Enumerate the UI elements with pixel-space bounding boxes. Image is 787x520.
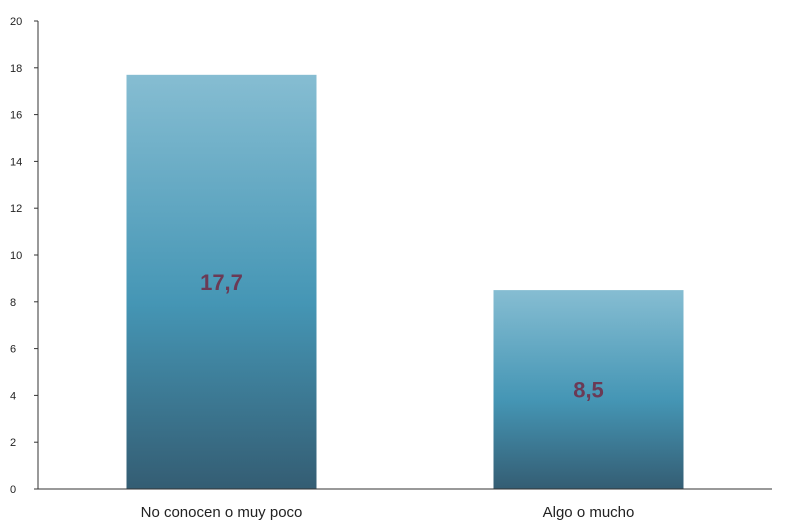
y-tick-label: 12 — [10, 203, 22, 215]
y-tick-label: 10 — [10, 250, 22, 262]
y-tick-label: 6 — [10, 344, 16, 356]
y-tick-label: 14 — [10, 156, 22, 168]
x-category-label: No conocen o muy poco — [141, 504, 303, 520]
data-label: 8,5 — [573, 378, 604, 403]
x-axis: No conocen o muy poco Algo o mucho — [38, 488, 772, 520]
bars: 17,7 8,5 — [126, 74, 684, 489]
y-tick-label: 0 — [10, 484, 16, 496]
bar-2 — [493, 290, 684, 489]
y-tick-label: 8 — [10, 297, 16, 309]
y-tick-label: 18 — [10, 63, 22, 75]
y-axis: 0 2 4 6 8 10 12 14 16 18 20 — [10, 16, 39, 496]
y-tick-label: 2 — [10, 437, 16, 449]
x-category-label: Algo o mucho — [543, 504, 635, 520]
bar-1 — [126, 74, 317, 489]
y-tick-label: 20 — [10, 16, 22, 28]
data-label: 17,7 — [200, 270, 243, 295]
y-tick-label: 4 — [10, 390, 16, 402]
y-tick-label: 16 — [10, 110, 22, 122]
